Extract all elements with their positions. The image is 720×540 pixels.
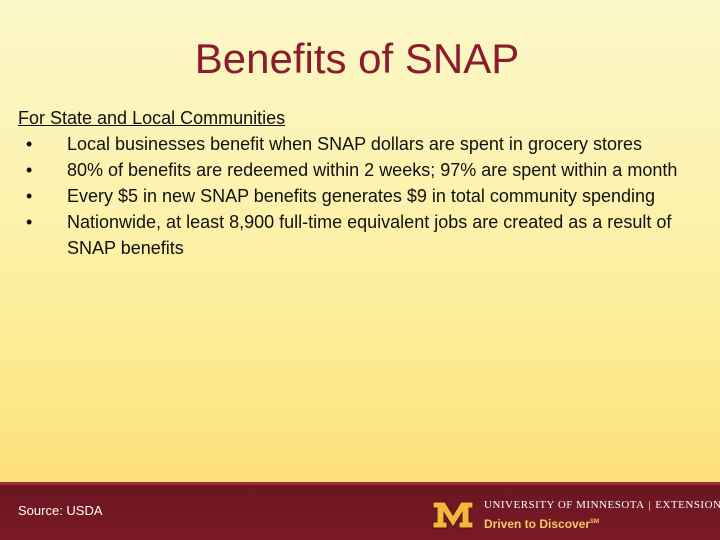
bullet-item: • Every $5 in new SNAP benefits generate…: [18, 183, 698, 209]
slide-body: For State and Local Communities • Local …: [18, 105, 698, 261]
tagline-text: Driven to Discover: [484, 517, 591, 531]
bullet-text: Every $5 in new SNAP benefits generates …: [67, 186, 656, 206]
bullet-list: • Local businesses benefit when SNAP dol…: [18, 131, 698, 261]
bullet-text: 80% of benefits are redeemed within 2 we…: [67, 160, 678, 180]
university-branding: UNIVERSITY OF MINNESOTA | EXTENSION Driven…: [432, 497, 720, 533]
bullet-marker: •: [26, 212, 33, 232]
university-m-logo-icon: [432, 501, 474, 529]
branding-text: UNIVERSITY OF MINNESOTA | EXTENSION Driven…: [484, 498, 720, 532]
bullet-item: • Nationwide, at least 8,900 full-time e…: [18, 209, 698, 261]
university-wordmark: UNIVERSITY OF MINNESOTA | EXTENSION: [484, 498, 720, 512]
bullet-marker: •: [26, 134, 33, 154]
bullet-marker: •: [26, 186, 33, 206]
bullet-marker: •: [26, 160, 33, 180]
wordmark-separator: |: [648, 499, 652, 511]
bullet-text: Nationwide, at least 8,900 full-time equ…: [67, 212, 672, 258]
tagline: Driven to DiscoverSM: [484, 514, 720, 532]
bullet-item: • 80% of benefits are redeemed within 2 …: [18, 157, 698, 183]
slide-title: Benefits of SNAP: [194, 35, 520, 82]
bullet-item: • Local businesses benefit when SNAP dol…: [18, 131, 698, 157]
service-mark: SM: [590, 519, 600, 525]
footer-bar: Source: USDA UNIVERSITY OF MINNESOTA | EXT…: [0, 482, 720, 540]
university-name: UNIVERSITY OF MINNESOTA: [484, 499, 645, 511]
section-heading: For State and Local Communities: [18, 108, 286, 128]
source-citation: Source: USDA: [18, 503, 103, 518]
extension-name: EXTENSION: [655, 499, 720, 511]
bullet-text: Local businesses benefit when SNAP dolla…: [67, 134, 642, 154]
